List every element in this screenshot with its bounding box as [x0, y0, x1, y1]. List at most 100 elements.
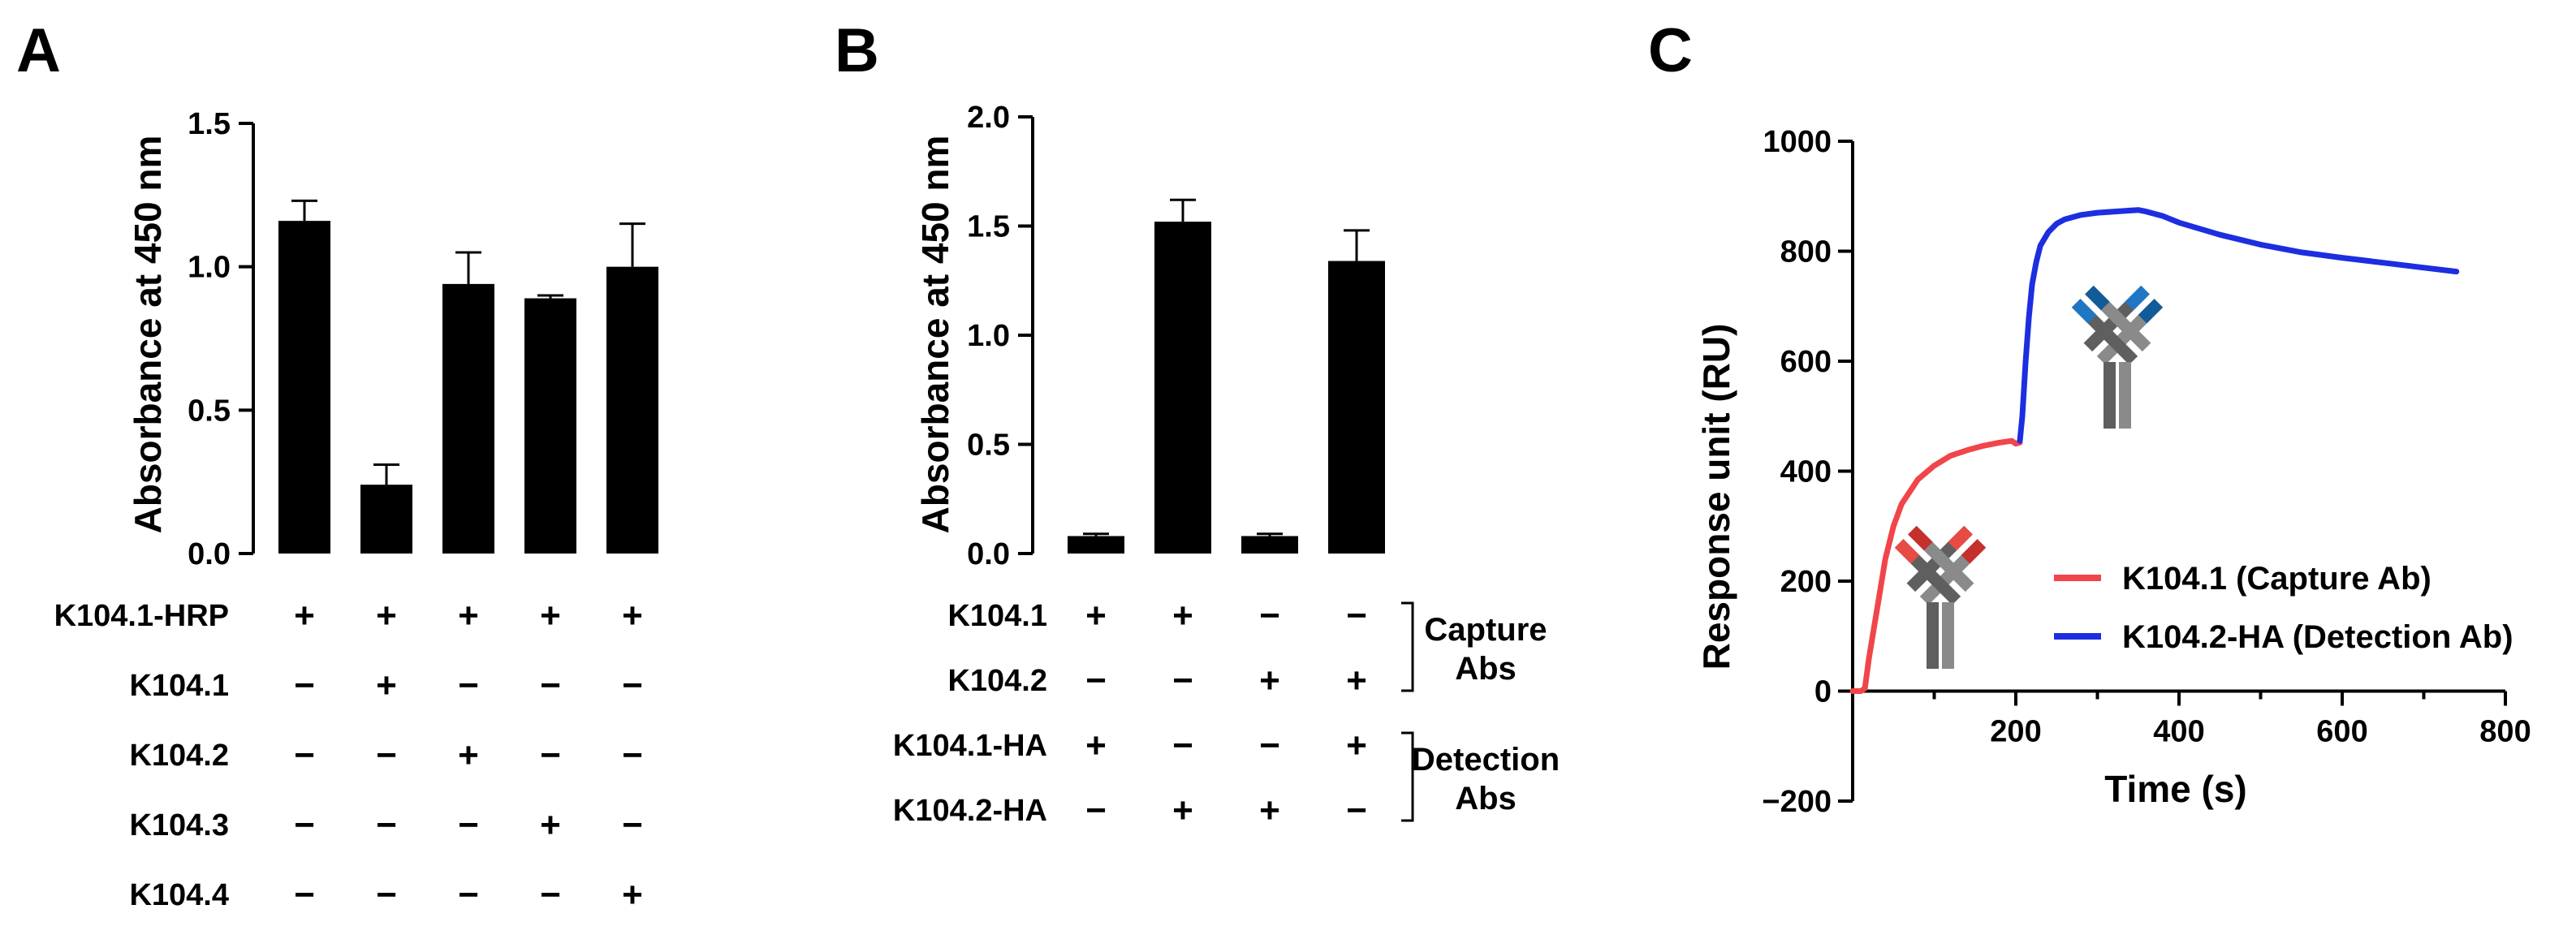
panel-a-sign: − [622, 735, 643, 775]
panel-b-group-label: Capture [1424, 612, 1547, 648]
panel-a-sign: − [458, 666, 479, 705]
panel-a-sign: − [540, 875, 561, 915]
panel-a-sign: − [622, 805, 643, 845]
panel-b-bar [1241, 536, 1298, 554]
panel-b-group-label: Detection [1412, 742, 1560, 778]
panel-b-sign: + [1172, 791, 1193, 830]
panel-b-row-label: K104.2-HA [893, 794, 1047, 828]
panel-a-y-axis-label: Absorbance at 450 nm [127, 136, 169, 534]
legend-label-detection: K104.2-HA (Detection Ab) [2122, 619, 2513, 655]
panel-a-y-tick-label: 1.0 [188, 251, 231, 285]
panel-a-bar [360, 485, 412, 554]
panel-b-y-tick-label: 1.5 [967, 210, 1010, 244]
panel-a-row-label: K104.2 [129, 739, 229, 773]
panel-b-sign: + [1085, 596, 1107, 636]
panel-a-sign: + [458, 735, 479, 775]
panel-b-bar [1328, 261, 1385, 554]
series-line-detection [2017, 207, 2460, 444]
panel-b-group-bracket [1401, 601, 1414, 692]
panel-b-sign: − [1346, 791, 1367, 830]
panel-a-sign: + [376, 596, 397, 636]
panel-b-y-tick-label: 2.0 [967, 101, 1010, 135]
panel-b-sign: − [1085, 791, 1107, 830]
panel-c-x-tick-label: 600 [2316, 715, 2367, 749]
panel-a-sign: + [458, 596, 479, 636]
panel-a-sign: − [294, 666, 315, 705]
panel-a-bar [442, 283, 494, 554]
panel-b-bar [1154, 222, 1211, 554]
antibody-capture-icon-arm-right [1894, 525, 1974, 605]
panel-a-bar [278, 221, 330, 554]
panel-c-x-axis-label: Time (s) [2104, 768, 2247, 810]
panel-a-sign: + [294, 596, 315, 636]
panel-b-sign: + [1172, 596, 1193, 636]
panel-a-sign: + [622, 875, 643, 915]
antibody-detection-icon-arm-right [2071, 285, 2151, 365]
panel-a-sign: − [622, 666, 643, 705]
panel-b-row-label: K104.2 [947, 664, 1047, 698]
panel-c-x-tick-label: 400 [2153, 715, 2204, 749]
antibody-detection-icon-stem [2104, 362, 2131, 429]
panel-a-sign: + [376, 666, 397, 705]
panel-b-sign: − [1172, 726, 1193, 765]
panel-label-a: A [16, 16, 61, 85]
panel-b-bar [1068, 536, 1124, 554]
panel-b-y-axis-label: Absorbance at 450 nm [914, 136, 956, 534]
panel-c-chart: −200 0 200 400 600 800 1000 200 400 600 800 [1762, 125, 2531, 819]
panel-c-x-tick-label: 200 [1990, 715, 2041, 749]
panel-b-sign: + [1346, 661, 1367, 700]
panel-b-group-label: Abs [1455, 781, 1517, 817]
panel-c-legend: K104.1 (Capture Ab) K104.2-HA (Detection… [2054, 561, 2513, 655]
panel-c-y-axis-label: Response unit (RU) [1695, 324, 1737, 670]
panel-b-group-bracket [1401, 731, 1414, 822]
panel-b-sign: + [1259, 791, 1280, 830]
panel-label-c: C [1648, 16, 1693, 85]
panel-a-sign: − [458, 875, 479, 915]
panel-c-x-tick-label: 800 [2479, 715, 2531, 749]
panel-a-y-tick-label: 0.5 [188, 394, 231, 428]
panel-b-y-tick-label: 1.0 [967, 319, 1010, 353]
panel-a-sign: − [294, 805, 315, 845]
panel-a-y-tick-label: 1.5 [188, 107, 231, 141]
panel-a-row-label: K104.1-HRP [54, 599, 229, 633]
panel-b-sign: − [1259, 596, 1280, 636]
panel-a-sign: − [376, 735, 397, 775]
panel-b-sign: − [1085, 661, 1107, 700]
panel-a-sign: − [540, 735, 561, 775]
panel-c-y-tick-label: −200 [1762, 785, 1832, 819]
series-line-capture [1849, 437, 2023, 694]
antibody-capture-icon-stem [1927, 602, 1954, 669]
panel-b-chart: 0.0 0.5 1.0 1.5 2.0 K104.1 + + − − K104.2 − − + + K104.… [893, 101, 1560, 830]
legend-label-capture: K104.1 (Capture Ab) [2122, 561, 2431, 597]
panel-a-sign: + [622, 596, 643, 636]
panel-b-sign: + [1259, 661, 1280, 700]
panel-c-y-tick-label: 400 [1780, 455, 1832, 489]
panel-a-sign: − [458, 805, 479, 845]
panel-a-bar [524, 298, 576, 554]
panel-a-sign: − [376, 805, 397, 845]
panel-b-y-tick-label: 0.0 [967, 537, 1010, 571]
panel-a-row-label: K104.1 [129, 669, 229, 703]
panel-a-bar [606, 266, 658, 554]
panel-c-y-tick-label: 600 [1780, 345, 1832, 379]
panel-b-y-tick-label: 0.5 [967, 429, 1010, 463]
panel-a-sign: + [540, 805, 561, 845]
panel-b-row-label: K104.1-HA [893, 729, 1047, 763]
panel-a-sign: − [294, 875, 315, 915]
panel-c-y-tick-label: 800 [1780, 235, 1832, 269]
panel-a-sign: − [294, 735, 315, 775]
panel-a-sign: − [540, 666, 561, 705]
panel-a-chart: 0.0 0.5 1.0 1.5 K104.1-HRP + + + + + K104.1 − + − − − K1… [54, 107, 658, 915]
panel-b-sign: − [1346, 596, 1367, 636]
panel-c-y-tick-label: 200 [1780, 565, 1832, 599]
panel-b-sign: + [1346, 726, 1367, 765]
panel-label-b: B [835, 16, 879, 85]
panel-c-y-tick-label: 1000 [1763, 125, 1832, 159]
panel-b-group-label: Abs [1455, 651, 1517, 687]
panel-c-y-tick-label: 0 [1814, 675, 1832, 709]
panel-a-sign: − [376, 875, 397, 915]
panel-a-sign: + [540, 596, 561, 636]
panel-b-sign: − [1172, 661, 1193, 700]
panel-a-row-label: K104.4 [129, 878, 229, 912]
